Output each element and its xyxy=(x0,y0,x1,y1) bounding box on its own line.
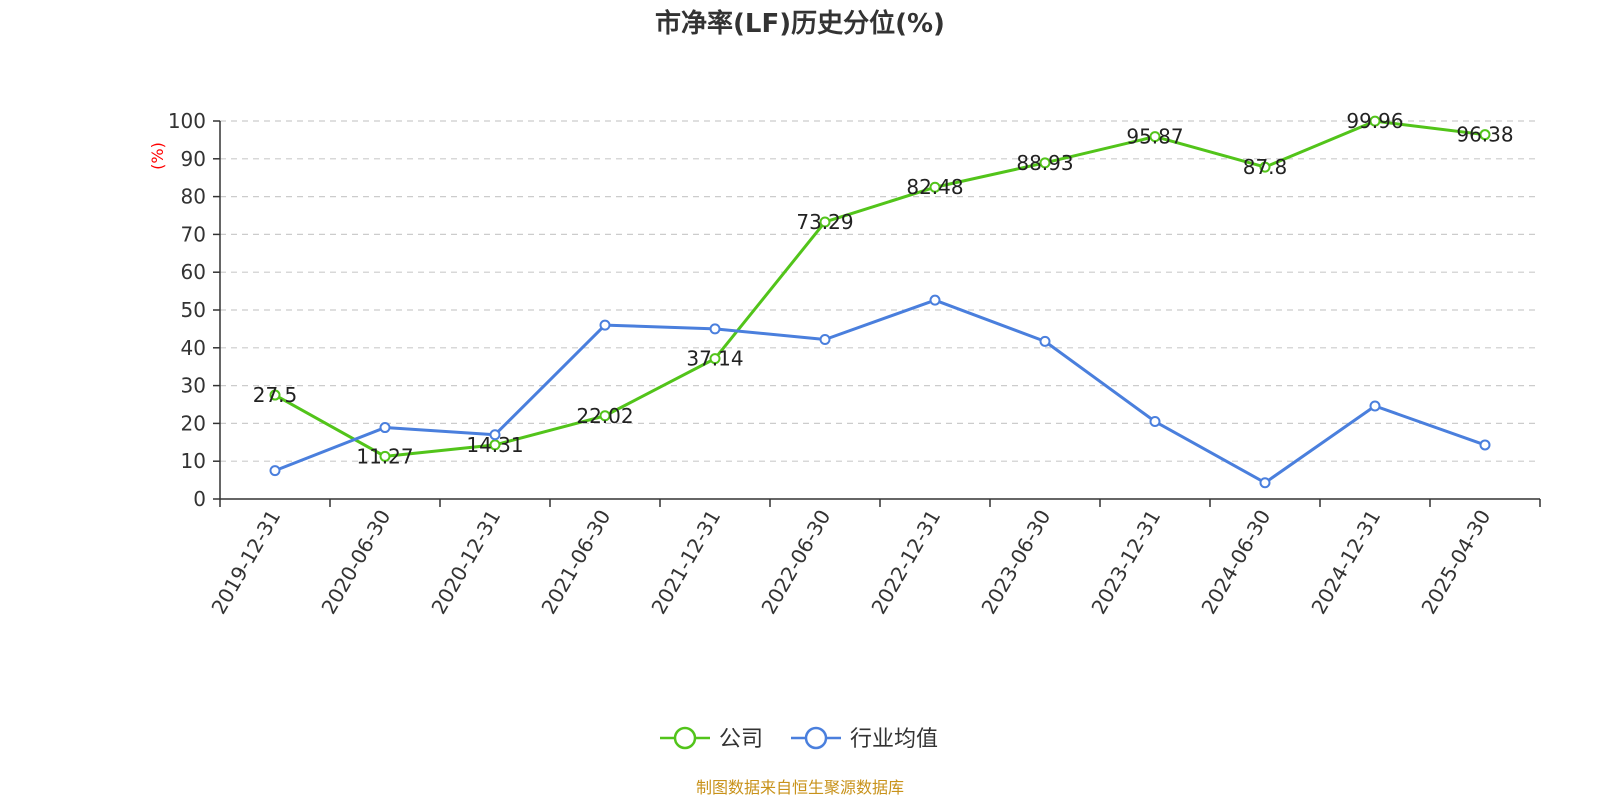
data-point[interactable] xyxy=(269,389,281,401)
footer-source-note: 制图数据来自恒生聚源数据库 xyxy=(696,778,904,797)
data-point[interactable] xyxy=(1369,400,1381,412)
data-label: 73.29 xyxy=(796,210,853,234)
x-tick-label: 2020-06-30 xyxy=(316,506,395,619)
x-tick-label: 2021-06-30 xyxy=(536,506,615,619)
y-tick-label: 10 xyxy=(181,449,206,473)
data-label: 82.48 xyxy=(906,175,963,199)
x-tick-label: 2022-06-30 xyxy=(756,506,835,619)
x-tick-label: 2023-12-31 xyxy=(1086,506,1165,619)
x-tick-label: 2024-12-31 xyxy=(1306,506,1385,619)
x-tick-label: 2025-04-30 xyxy=(1416,506,1495,619)
y-tick-label: 100 xyxy=(168,109,206,133)
legend-item-industry-average[interactable]: 行业均值 xyxy=(791,726,938,752)
x-tick-label: 2024-06-30 xyxy=(1196,506,1275,619)
y-tick-label: 40 xyxy=(181,336,206,360)
data-point[interactable] xyxy=(379,450,391,462)
legend-circle-marker xyxy=(673,726,697,750)
legend-circle-marker xyxy=(804,726,828,750)
data-point[interactable] xyxy=(819,216,831,228)
data-point[interactable] xyxy=(269,465,281,477)
y-tick-label: 20 xyxy=(181,411,206,435)
data-label: 22.02 xyxy=(576,404,633,428)
y-tick-label: 80 xyxy=(181,185,206,209)
y-tick-label: 50 xyxy=(181,298,206,322)
x-tick-label: 2021-12-31 xyxy=(646,506,725,619)
y-tick-label: 90 xyxy=(181,147,206,171)
y-axis: 0 10 20 30 40 50 60 70 80 90 100 xyxy=(168,109,221,511)
y-tick-label: 70 xyxy=(181,222,206,246)
data-point[interactable] xyxy=(929,181,941,193)
data-labels: 27.5 11.27 14.31 22.02 37.14 73.29 82.48 88.93 9… xyxy=(253,109,1514,468)
y-tick-label: 60 xyxy=(181,260,206,284)
legend-label: 公司 xyxy=(719,727,763,752)
data-point[interactable] xyxy=(929,294,941,306)
series-line xyxy=(273,298,1487,485)
data-point[interactable] xyxy=(379,422,391,434)
legend[interactable]: 公司 行业均值 xyxy=(660,726,938,752)
x-tick-label: 2023-06-30 xyxy=(976,506,1055,619)
data-label: 27.5 xyxy=(253,383,298,407)
series-layer xyxy=(269,115,1491,489)
series-industry-average xyxy=(269,294,1491,489)
data-label: 95.87 xyxy=(1126,125,1183,149)
y-axis-label: (%) xyxy=(148,142,167,170)
data-label: 88.93 xyxy=(1016,151,1073,175)
data-point[interactable] xyxy=(489,439,501,451)
data-point[interactable] xyxy=(1039,335,1051,347)
data-point[interactable] xyxy=(599,410,611,422)
x-tick-label: 2019-12-31 xyxy=(206,506,285,619)
data-point[interactable] xyxy=(1039,157,1051,169)
data-label: 11.27 xyxy=(356,444,413,468)
data-point[interactable] xyxy=(1259,161,1271,173)
data-point[interactable] xyxy=(599,319,611,331)
x-tick-label: 2022-12-31 xyxy=(866,506,945,619)
x-tick-label: 2020-12-31 xyxy=(426,506,505,619)
series-line xyxy=(273,119,1487,458)
legend-label: 行业均值 xyxy=(850,727,938,752)
data-point[interactable] xyxy=(709,353,721,365)
data-point[interactable] xyxy=(709,323,721,335)
data-point[interactable] xyxy=(1369,115,1381,127)
data-label: 96.38 xyxy=(1456,123,1513,147)
chart-title: 市净率(LF)历史分位(%) xyxy=(655,8,945,39)
legend-item-company[interactable]: 公司 xyxy=(660,726,763,752)
y-tick-label: 30 xyxy=(181,374,206,398)
data-point[interactable] xyxy=(489,429,501,441)
y-tick-label: 0 xyxy=(193,487,206,511)
data-label: 14.31 xyxy=(466,433,523,457)
series-company xyxy=(269,115,1491,462)
grid-lines xyxy=(220,120,1540,462)
x-axis: 2019-12-31 2020-06-30 2020-12-31 2021-06-30… xyxy=(206,498,1541,619)
data-label: 87.8 xyxy=(1243,155,1288,179)
data-label: 37.14 xyxy=(686,347,743,371)
data-point[interactable] xyxy=(819,333,831,345)
data-point[interactable] xyxy=(1149,131,1161,143)
data-point[interactable] xyxy=(1479,439,1491,451)
data-point[interactable] xyxy=(1479,129,1491,141)
data-point[interactable] xyxy=(1149,416,1161,428)
data-point[interactable] xyxy=(1259,477,1271,489)
data-label: 99.96 xyxy=(1346,109,1403,133)
